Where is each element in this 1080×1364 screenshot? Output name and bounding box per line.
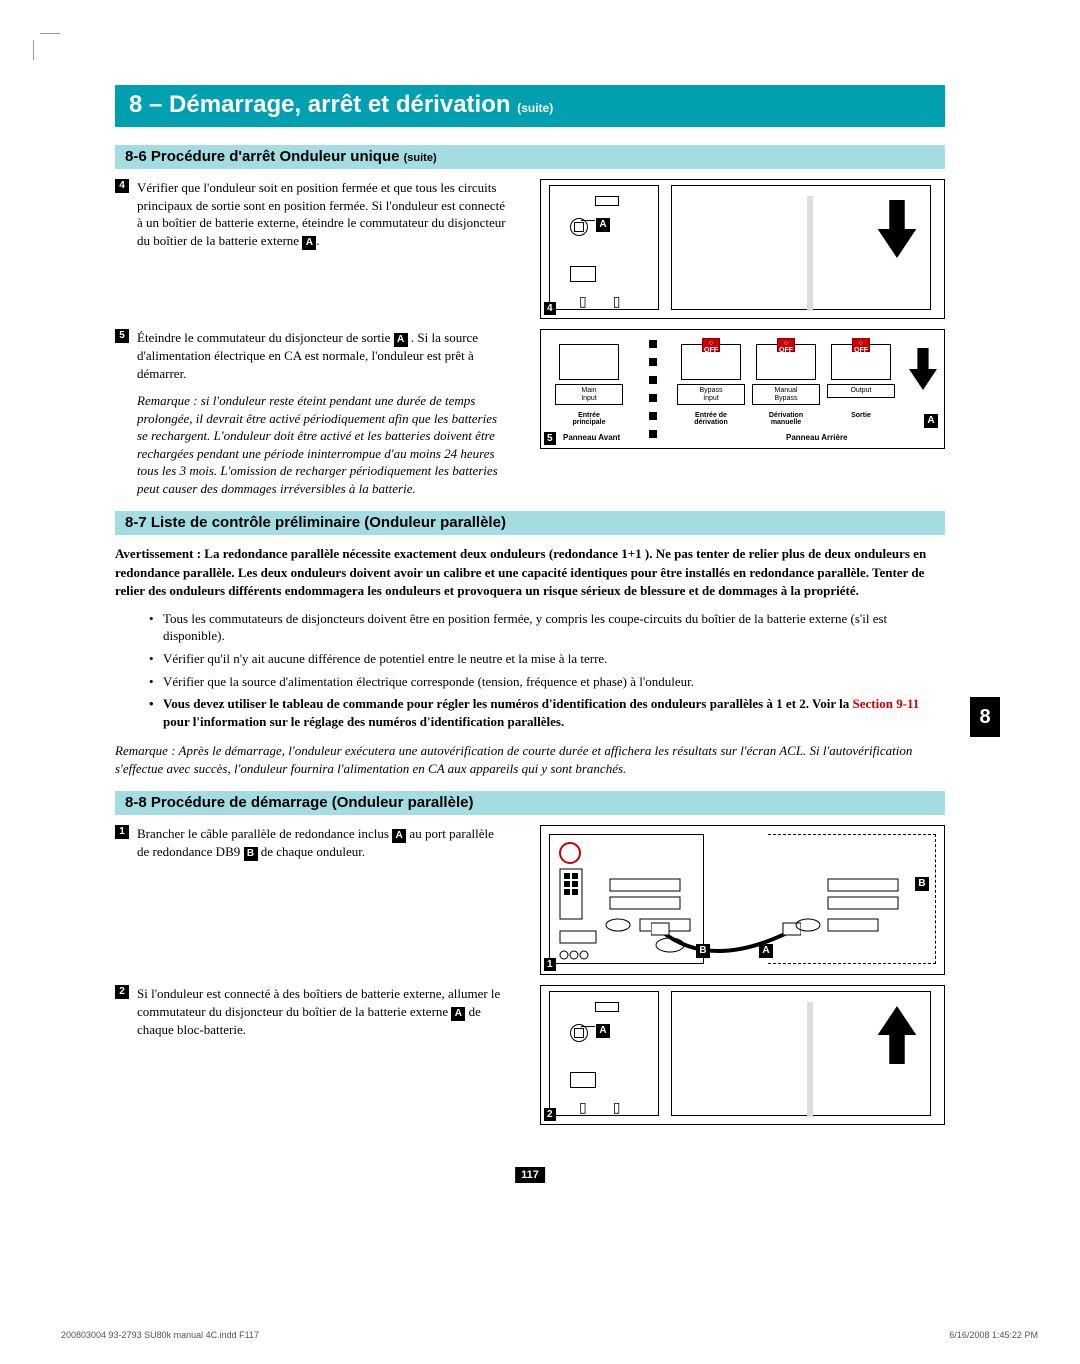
callout-a: A: [596, 1024, 610, 1038]
step-5-remark: Remarque : si l'onduleur reste éteint pe…: [137, 392, 507, 497]
ups-rear-right: B: [768, 834, 936, 964]
switch-output: ○OFF Output Sortie: [831, 344, 891, 414]
cabinet-feet: ▯▯: [579, 1100, 646, 1117]
step-number: 5: [115, 329, 129, 343]
figure-number: 5: [544, 432, 556, 445]
cross-reference-link[interactable]: Section 9-11: [853, 696, 920, 711]
page-content: 8 – Démarrage, arrêt et dérivation (suit…: [115, 85, 945, 1135]
chapter-heading: 8 – Démarrage, arrêt et dérivation (suit…: [115, 85, 945, 127]
figure-2: A ▯▯ 2: [540, 985, 945, 1125]
step-1-text: Brancher le câble parallèle de redondanc…: [137, 825, 507, 861]
chapter-title: Démarrage, arrêt et dérivation: [169, 91, 510, 118]
figure-number: 4: [544, 302, 556, 315]
up-arrow-icon: [876, 1006, 918, 1068]
section-8-8-heading: 8-8 Procédure de démarrage (Onduleur par…: [115, 791, 945, 815]
step-number: 4: [115, 179, 129, 193]
footer-left: 200803004 93-2793 SU80k manual 4C.indd F…: [61, 1330, 259, 1340]
list-item: Tous les commutateurs de disjoncteurs do…: [163, 610, 945, 645]
step-5-row: 5 Éteindre le commutateur du disjoncteur…: [115, 329, 945, 497]
switch-bypass-input: ○OFF Bypass Input Entrée de dérivation: [681, 344, 741, 414]
page-footer: 200803004 93-2793 SU80k manual 4C.indd F…: [61, 1330, 1038, 1340]
step-5-text: Éteindre le commutateur du disjoncteur d…: [137, 329, 507, 497]
section-8-7-warning: Avertissement : La redondance parallèle …: [115, 545, 945, 600]
crop-mark: [40, 33, 60, 34]
panel-label-front: Panneau Avant: [563, 433, 620, 442]
step-4-text: Vérifier que l'onduleur soit en position…: [137, 179, 507, 250]
list-item: Vous devez utiliser le tableau de comman…: [163, 695, 945, 730]
section-8-6-heading: 8-6 Procédure d'arrêt Onduleur unique (s…: [115, 145, 945, 169]
callout-a: A: [596, 218, 610, 232]
step-2-row: 2 Si l'onduleur est connecté à des boîti…: [115, 985, 945, 1125]
rear-panel-svg: [768, 835, 936, 965]
figure-5: Main Input Entrée principale ○OFF Bypass…: [540, 329, 945, 449]
callout-b: B: [244, 847, 258, 861]
step-number: 2: [115, 985, 129, 999]
section-tab: 8: [970, 697, 1000, 737]
callout-a: A: [394, 333, 408, 347]
chapter-suite: (suite): [517, 101, 553, 115]
down-arrow-icon: [876, 200, 918, 262]
checklist: Tous les commutateurs de disjoncteurs do…: [115, 610, 945, 730]
step-4-row: 4 Vérifier que l'onduleur soit en positi…: [115, 179, 945, 319]
cabinet-feet: ▯▯: [579, 294, 646, 311]
callout-a: A: [302, 236, 316, 250]
switch-main-input: Main Input Entrée principale: [559, 344, 619, 414]
step-number: 1: [115, 825, 129, 839]
step-1-row: 1 Brancher le câble parallèle de redonda…: [115, 825, 945, 975]
figure-number: 2: [544, 1108, 556, 1121]
chapter-number: 8: [129, 91, 142, 118]
crop-mark: [33, 40, 34, 60]
figure-1: B A B 1: [540, 825, 945, 975]
battery-control-panel: [549, 185, 659, 310]
switch-manual-bypass: ○OFF Manual Bypass Dérivation manuelle: [756, 344, 816, 414]
step-2-text: Si l'onduleur est connecté à des boîtier…: [137, 985, 507, 1038]
callout-a: A: [392, 829, 406, 843]
callout-a: A: [924, 414, 938, 428]
down-arrow-icon: [908, 348, 938, 394]
section-8-7-heading: 8-7 Liste de contrôle préliminaire (Ondu…: [115, 511, 945, 535]
callout-a: A: [451, 1007, 465, 1021]
panel-label-rear: Panneau Arrière: [786, 433, 848, 442]
figure-4: A ▯▯ 4: [540, 179, 945, 319]
page-number: 117: [515, 1167, 545, 1183]
footer-right: 6/16/2008 1:45:22 PM: [949, 1330, 1038, 1340]
list-item: Vérifier qu'il n'y ait aucune différence…: [163, 650, 945, 668]
battery-control-panel: [549, 991, 659, 1116]
divider-rail: [649, 340, 657, 435]
figure-number: 1: [544, 958, 556, 971]
list-item: Vérifier que la source d'alimentation él…: [163, 673, 945, 691]
section-8-7-remark: Remarque : Après le démarrage, l'onduleu…: [115, 742, 945, 777]
callout-b: B: [915, 877, 929, 891]
callout-b: B: [696, 944, 710, 958]
